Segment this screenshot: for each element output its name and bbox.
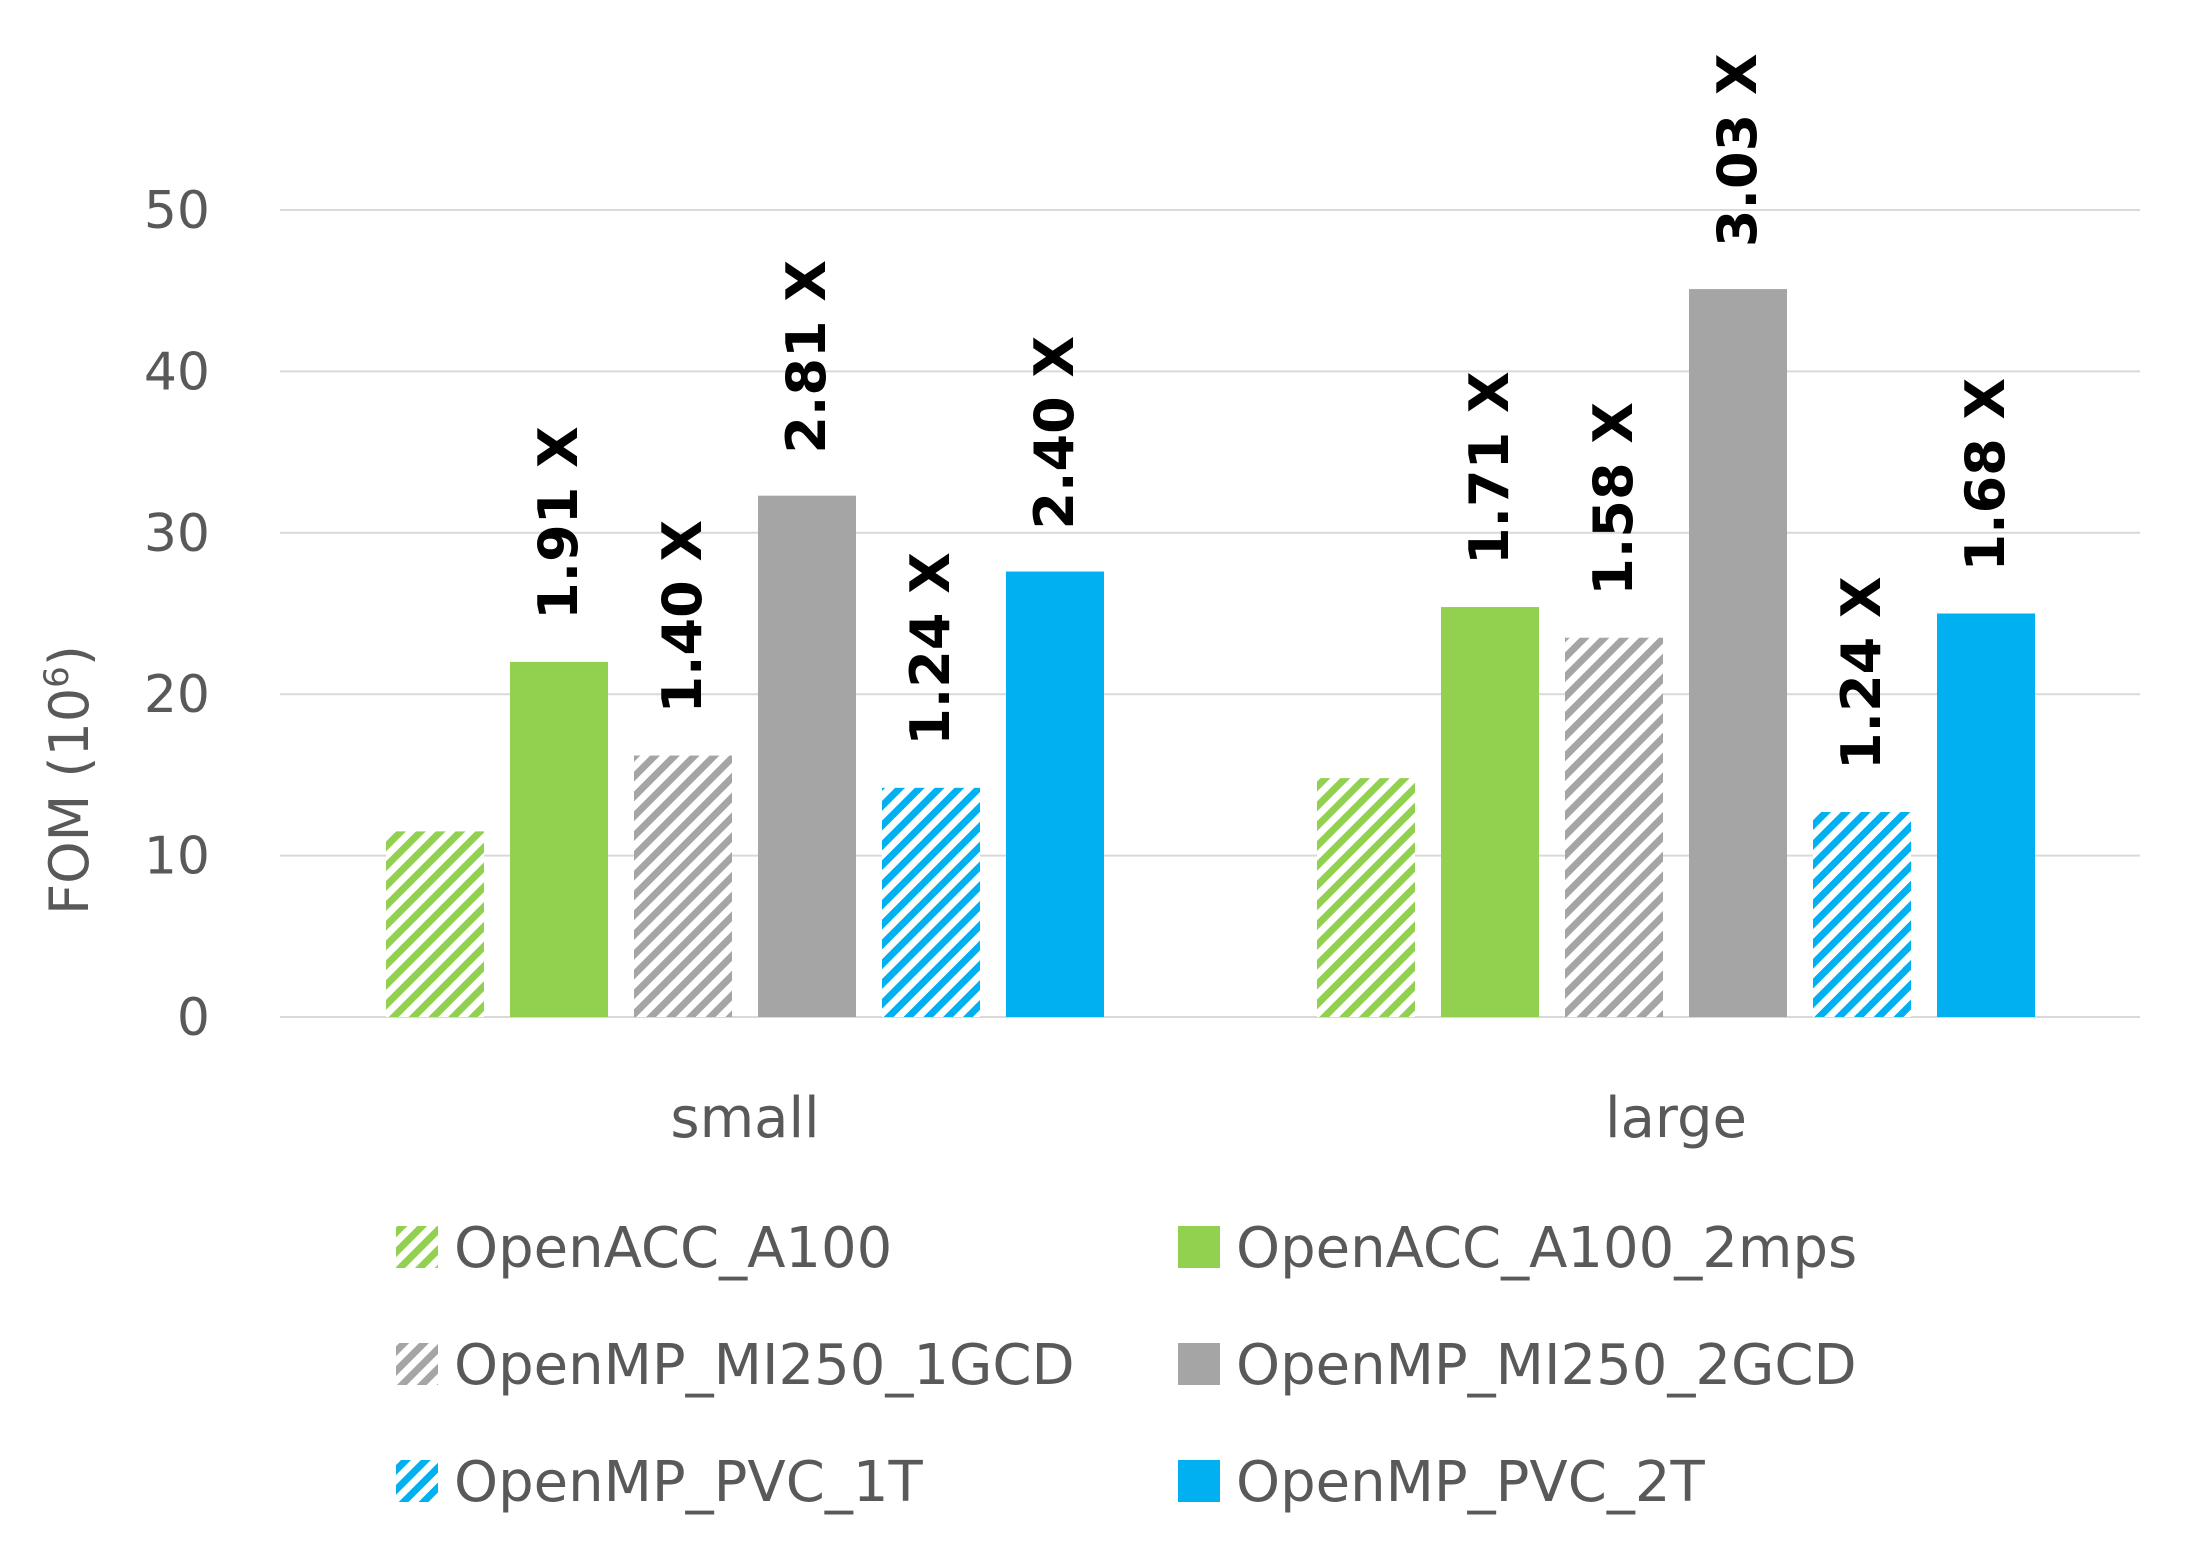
y-tick-label: 30 xyxy=(144,504,210,564)
bar xyxy=(1689,289,1787,1017)
data-label: 3.03 X xyxy=(1706,53,1769,247)
data-label: 1.40 X xyxy=(651,520,714,714)
legend-item: OpenMP_MI250_1GCD xyxy=(396,1333,1075,1398)
bar xyxy=(634,755,732,1017)
legend: OpenACC_A100 OpenACC_A100_2mps OpenMP_MI25… xyxy=(396,1216,1857,1515)
legend-label: OpenMP_MI250_1GCD xyxy=(454,1333,1075,1398)
legend-item: OpenMP_PVC_2T xyxy=(1178,1450,1705,1515)
bar xyxy=(1937,613,2035,1017)
data-label: 1.91 X xyxy=(527,426,590,620)
bar xyxy=(510,661,608,1017)
legend-swatch xyxy=(1178,1226,1220,1268)
legend-label: OpenMP_PVC_1T xyxy=(454,1450,923,1515)
legend-label: OpenMP_MI250_2GCD xyxy=(1236,1333,1857,1398)
data-label: 1.24 X xyxy=(899,552,962,746)
data-label: 1.71 X xyxy=(1458,371,1521,565)
legend-item: OpenMP_PVC_1T xyxy=(396,1450,923,1515)
legend-swatch xyxy=(1178,1460,1220,1502)
bar xyxy=(1441,607,1539,1017)
bar xyxy=(386,831,484,1017)
data-label: 2.81 X xyxy=(775,260,838,454)
legend-label: OpenMP_PVC_2T xyxy=(1236,1450,1705,1515)
legend-label: OpenACC_A100_2mps xyxy=(1236,1216,1857,1281)
y-axis-label: FOM (106) xyxy=(37,645,101,915)
legend-item: OpenACC_A100 xyxy=(396,1216,892,1281)
bar xyxy=(882,787,980,1017)
legend-item: OpenMP_MI250_2GCD xyxy=(1178,1333,1857,1398)
bars: 1.91 X 1.40 X 2.81 X 1.24 X 2.40 X 1.71 X 1.58… xyxy=(386,53,2035,1018)
legend-swatch xyxy=(396,1460,438,1502)
bar xyxy=(1006,571,1104,1017)
legend-label: OpenACC_A100 xyxy=(454,1216,892,1281)
y-tick-label: 0 xyxy=(177,988,210,1048)
x-category-label: small xyxy=(670,1086,819,1151)
y-tick-label: 10 xyxy=(144,827,210,887)
legend-swatch xyxy=(396,1226,438,1268)
legend-swatch xyxy=(1178,1343,1220,1385)
legend-swatch xyxy=(396,1343,438,1385)
data-label: 2.40 X xyxy=(1023,336,1086,530)
data-label: 1.24 X xyxy=(1830,576,1893,770)
y-tick-label: 20 xyxy=(144,665,210,725)
data-label: 1.68 X xyxy=(1954,378,2017,572)
bar xyxy=(1317,778,1415,1017)
bar xyxy=(1565,637,1663,1017)
x-category-label: large xyxy=(1605,1086,1747,1151)
legend-item: OpenACC_A100_2mps xyxy=(1178,1216,1857,1281)
data-label: 1.58 X xyxy=(1582,402,1645,596)
bar xyxy=(758,495,856,1018)
bar xyxy=(1813,812,1911,1017)
x-axis-categories: small large xyxy=(670,1086,1747,1151)
y-axis-ticks: 0 10 20 30 40 50 xyxy=(144,181,210,1048)
y-tick-label: 50 xyxy=(144,181,210,241)
y-tick-label: 40 xyxy=(144,342,210,402)
